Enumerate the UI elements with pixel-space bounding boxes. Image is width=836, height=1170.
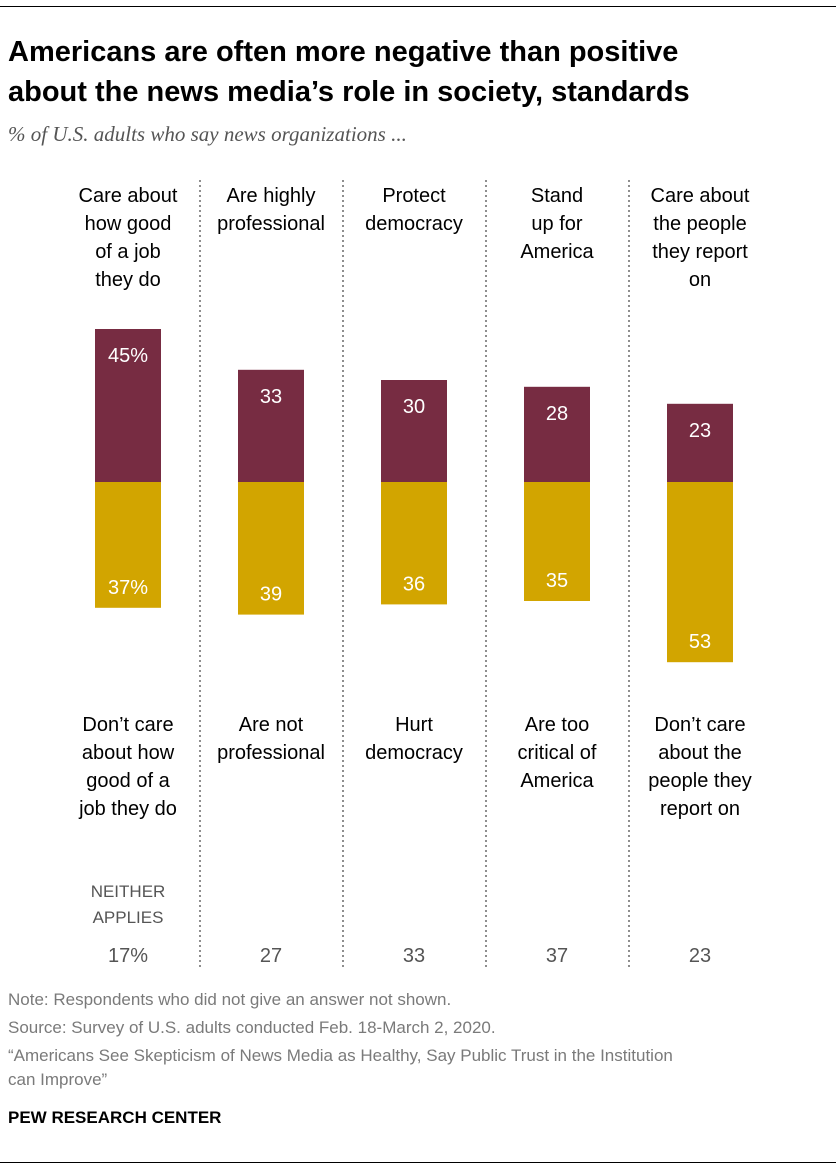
negative-label-2-line-2: professional (217, 742, 325, 764)
positive-label-1-line-3: of a job (95, 241, 161, 263)
negative-bar-3 (381, 482, 447, 605)
pew-logo-text: PEW RESEARCH CENTER (8, 1108, 222, 1127)
chart-subtitle: % of U.S. adults who say news organizati… (8, 122, 407, 146)
positive-label-2-line-1: Are highly (227, 185, 316, 207)
neither-label-line-2: APPLIES (93, 908, 164, 927)
negative-label-5-line-4: report on (660, 798, 740, 820)
negative-label-3-line-1: Hurt (395, 714, 433, 736)
negative-bar-5 (667, 482, 733, 663)
negative-label-3-line-2: democracy (365, 742, 463, 764)
source-text: Source: Survey of U.S. adults conducted … (8, 1018, 496, 1037)
negative-label-5-line-3: people they (648, 770, 751, 792)
negative-value-3: 36 (403, 573, 425, 595)
negative-bar-4 (524, 482, 590, 601)
positive-value-1: 45% (108, 345, 148, 367)
title-line-2: about the news media’s role in society, … (8, 76, 690, 108)
report-title: “Americans See Skepticism of News Media … (8, 1044, 828, 1092)
neither-label-line-1: NEITHER (91, 882, 166, 901)
negative-label-2-line-1: Are not (239, 714, 304, 736)
positive-value-2: 33 (260, 386, 282, 408)
bottom-rule (0, 1162, 836, 1163)
negative-label-4-line-2: critical of (518, 742, 597, 764)
positive-label-3-line-1: Protect (382, 185, 446, 207)
negative-label-5-line-2: about the (658, 742, 741, 764)
negative-value-2: 39 (260, 584, 282, 606)
negative-label-5-line-1: Don’t care (654, 714, 745, 736)
positive-label-5-line-4: on (689, 269, 711, 291)
negative-value-4: 35 (546, 570, 568, 592)
positive-label-1-line-4: they do (95, 269, 161, 291)
report-title-line-2: can Improve” (8, 1070, 108, 1089)
neither-value-1: 17% (108, 945, 148, 967)
positive-label-5-line-3: they report (652, 241, 748, 263)
positive-label-5-line-1: Care about (651, 185, 750, 207)
title-line-1: Americans are often more negative than p… (8, 36, 679, 68)
neither-value-4: 37 (546, 945, 568, 967)
positive-label-4-line-1: Stand (531, 185, 583, 207)
positive-label-1-line-2: how good (85, 213, 172, 235)
positive-label-3-line-2: democracy (365, 213, 463, 235)
negative-label-1-line-2: about how (82, 742, 175, 764)
positive-label-5-line-2: the people (653, 213, 746, 235)
neither-value-5: 23 (689, 945, 711, 967)
positive-label-4-line-2: up for (531, 213, 582, 235)
positive-bar-3 (381, 380, 447, 482)
negative-bar-2 (238, 482, 304, 615)
positive-label-4-line-3: America (520, 241, 594, 263)
positive-bar-2 (238, 369, 304, 482)
negative-value-1: 37% (108, 577, 148, 599)
positive-label-2-line-2: professional (217, 213, 325, 235)
negative-label-1-line-3: good of a (86, 770, 170, 792)
negative-label-1-line-4: job they do (78, 798, 177, 820)
positive-value-4: 28 (546, 403, 568, 425)
positive-label-1-line-1: Care about (79, 185, 178, 207)
negative-label-1-line-1: Don’t care (82, 714, 173, 736)
neither-value-3: 33 (403, 945, 425, 967)
negative-bar-1 (95, 482, 161, 608)
neither-value-2: 27 (260, 945, 282, 967)
positive-value-3: 30 (403, 396, 425, 418)
positive-bar-5 (667, 403, 733, 482)
positive-bar-4 (524, 386, 590, 482)
top-rule (0, 6, 836, 7)
negative-label-4-line-1: Are too (525, 714, 589, 736)
negative-label-4-line-3: America (520, 770, 594, 792)
note-text: Note: Respondents who did not give an an… (8, 990, 452, 1009)
negative-value-5: 53 (689, 631, 711, 653)
report-title-line-1: “Americans See Skepticism of News Media … (8, 1046, 673, 1065)
chart-title: Americans are often more negative than p… (8, 32, 828, 112)
positive-value-5: 23 (689, 420, 711, 442)
positive-bar-1 (95, 329, 161, 482)
